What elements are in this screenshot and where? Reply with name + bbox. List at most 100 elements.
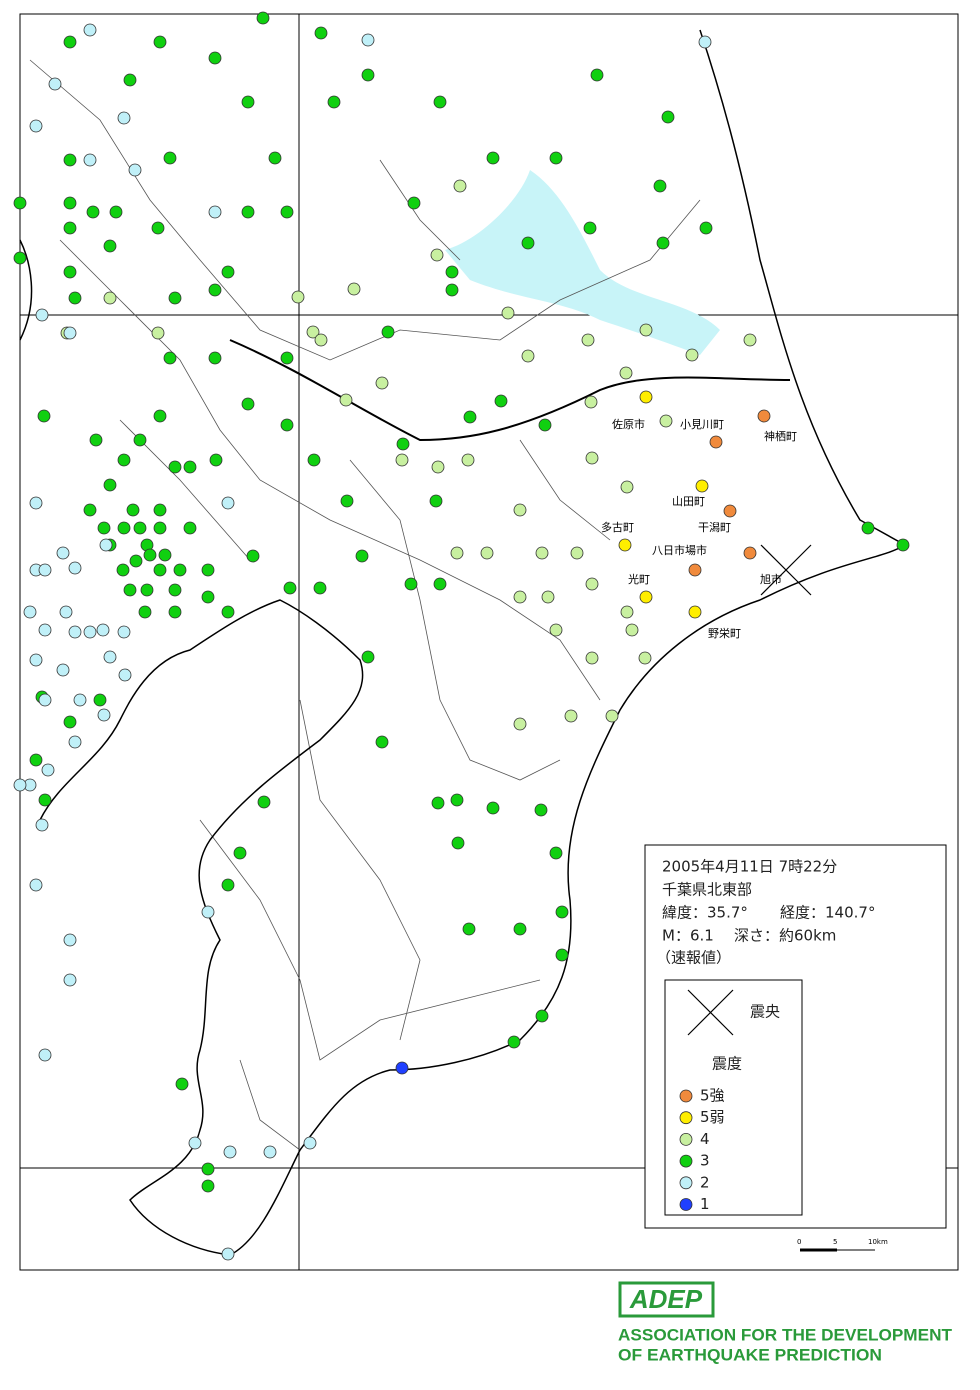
station-dot bbox=[29, 753, 43, 767]
legend-swatch bbox=[679, 1133, 693, 1146]
legend-label: 1 bbox=[700, 1195, 710, 1213]
station-dot bbox=[507, 1035, 521, 1049]
station-dot bbox=[861, 521, 875, 535]
station-dot bbox=[263, 1145, 277, 1159]
station-dot bbox=[59, 605, 73, 619]
station-dot bbox=[126, 503, 140, 517]
station-dot bbox=[38, 563, 52, 577]
station-dot bbox=[153, 503, 167, 517]
station-dot bbox=[96, 623, 110, 637]
info-datetime: 2005年4月11日 7時22分 bbox=[662, 858, 837, 876]
station-dot bbox=[208, 51, 222, 65]
station-dot bbox=[268, 151, 282, 165]
station-dot bbox=[41, 763, 55, 777]
station-dot bbox=[109, 205, 123, 219]
station-dot bbox=[581, 333, 595, 347]
station-dot bbox=[188, 1136, 202, 1150]
station-dot bbox=[307, 453, 321, 467]
station-dot bbox=[486, 801, 500, 815]
place-label: 旭市 bbox=[760, 572, 782, 586]
station-dot bbox=[699, 221, 713, 235]
info-depth: 深さ：約60km bbox=[734, 927, 836, 945]
station-dot bbox=[555, 948, 569, 962]
scale-label: 5 bbox=[833, 1238, 837, 1246]
place-label: 小見川町 bbox=[680, 418, 724, 431]
station-dot bbox=[63, 326, 77, 340]
place-label: 八日市場市 bbox=[652, 543, 707, 557]
station-dot bbox=[29, 119, 43, 133]
station-dot bbox=[395, 453, 409, 467]
station-dot bbox=[280, 418, 294, 432]
station-dot bbox=[291, 290, 305, 304]
station-dot bbox=[257, 795, 271, 809]
station-dot bbox=[653, 179, 667, 193]
station-dot bbox=[585, 651, 599, 665]
station-dot bbox=[584, 395, 598, 409]
station-dot bbox=[38, 623, 52, 637]
station-dot bbox=[153, 563, 167, 577]
station-dot bbox=[513, 503, 527, 517]
station-dot bbox=[463, 410, 477, 424]
station-dot bbox=[138, 605, 152, 619]
station-dot bbox=[153, 521, 167, 535]
station-dot bbox=[103, 478, 117, 492]
station-dot bbox=[361, 68, 375, 82]
station-dot bbox=[168, 460, 182, 474]
station-dot bbox=[688, 605, 702, 619]
station-dot bbox=[513, 717, 527, 731]
station-dot bbox=[168, 605, 182, 619]
station-dot bbox=[29, 496, 43, 510]
station-dot bbox=[168, 583, 182, 597]
station-dot bbox=[396, 437, 410, 451]
station-dot bbox=[173, 563, 187, 577]
station-dot bbox=[620, 480, 634, 494]
scale-label: 0 bbox=[797, 1238, 801, 1246]
station-dot bbox=[97, 708, 111, 722]
station-dot bbox=[221, 605, 235, 619]
station-dot bbox=[361, 33, 375, 47]
station-dot bbox=[896, 538, 910, 552]
station-dot bbox=[429, 494, 443, 508]
station-dot bbox=[163, 351, 177, 365]
station-dot bbox=[86, 205, 100, 219]
legend-epicenter: 震央 bbox=[750, 1003, 780, 1021]
station-dot bbox=[461, 453, 475, 467]
station-dot bbox=[117, 521, 131, 535]
station-dot bbox=[241, 205, 255, 219]
station-dot bbox=[306, 325, 320, 339]
station-dot bbox=[375, 735, 389, 749]
station-dot bbox=[555, 905, 569, 919]
station-dot bbox=[48, 77, 62, 91]
station-dot bbox=[208, 283, 222, 297]
legend-label: 4 bbox=[700, 1130, 710, 1148]
station-dot bbox=[183, 521, 197, 535]
logo-name: ADEP bbox=[629, 1284, 703, 1314]
lake bbox=[445, 170, 720, 355]
info-note: （速報値） bbox=[656, 949, 731, 967]
legend-swatch bbox=[679, 1198, 693, 1211]
place-label: 佐原市 bbox=[612, 417, 645, 431]
station-dot bbox=[201, 905, 215, 919]
station-dot bbox=[133, 433, 147, 447]
station-dot bbox=[541, 590, 555, 604]
logo-box bbox=[618, 1281, 715, 1318]
place-label: 干潟町 bbox=[698, 521, 731, 534]
station-dot bbox=[175, 1077, 189, 1091]
station-dot bbox=[280, 205, 294, 219]
station-dot bbox=[480, 546, 494, 560]
station-dot bbox=[757, 409, 771, 423]
legend-swatch bbox=[679, 1089, 693, 1103]
station-dot bbox=[183, 460, 197, 474]
station-dot bbox=[201, 1179, 215, 1193]
station-dot bbox=[128, 163, 142, 177]
station-dot bbox=[143, 548, 157, 562]
station-dot bbox=[583, 221, 597, 235]
station-dot bbox=[450, 793, 464, 807]
station-dot bbox=[521, 236, 535, 250]
station-dot bbox=[314, 333, 328, 347]
info-latitude: 緯度：35.7° bbox=[662, 904, 748, 922]
station-dot bbox=[83, 625, 97, 639]
legend-items: 5強 5弱 4 3 2 1 bbox=[679, 1087, 725, 1213]
scale-label: 10km bbox=[868, 1238, 888, 1246]
